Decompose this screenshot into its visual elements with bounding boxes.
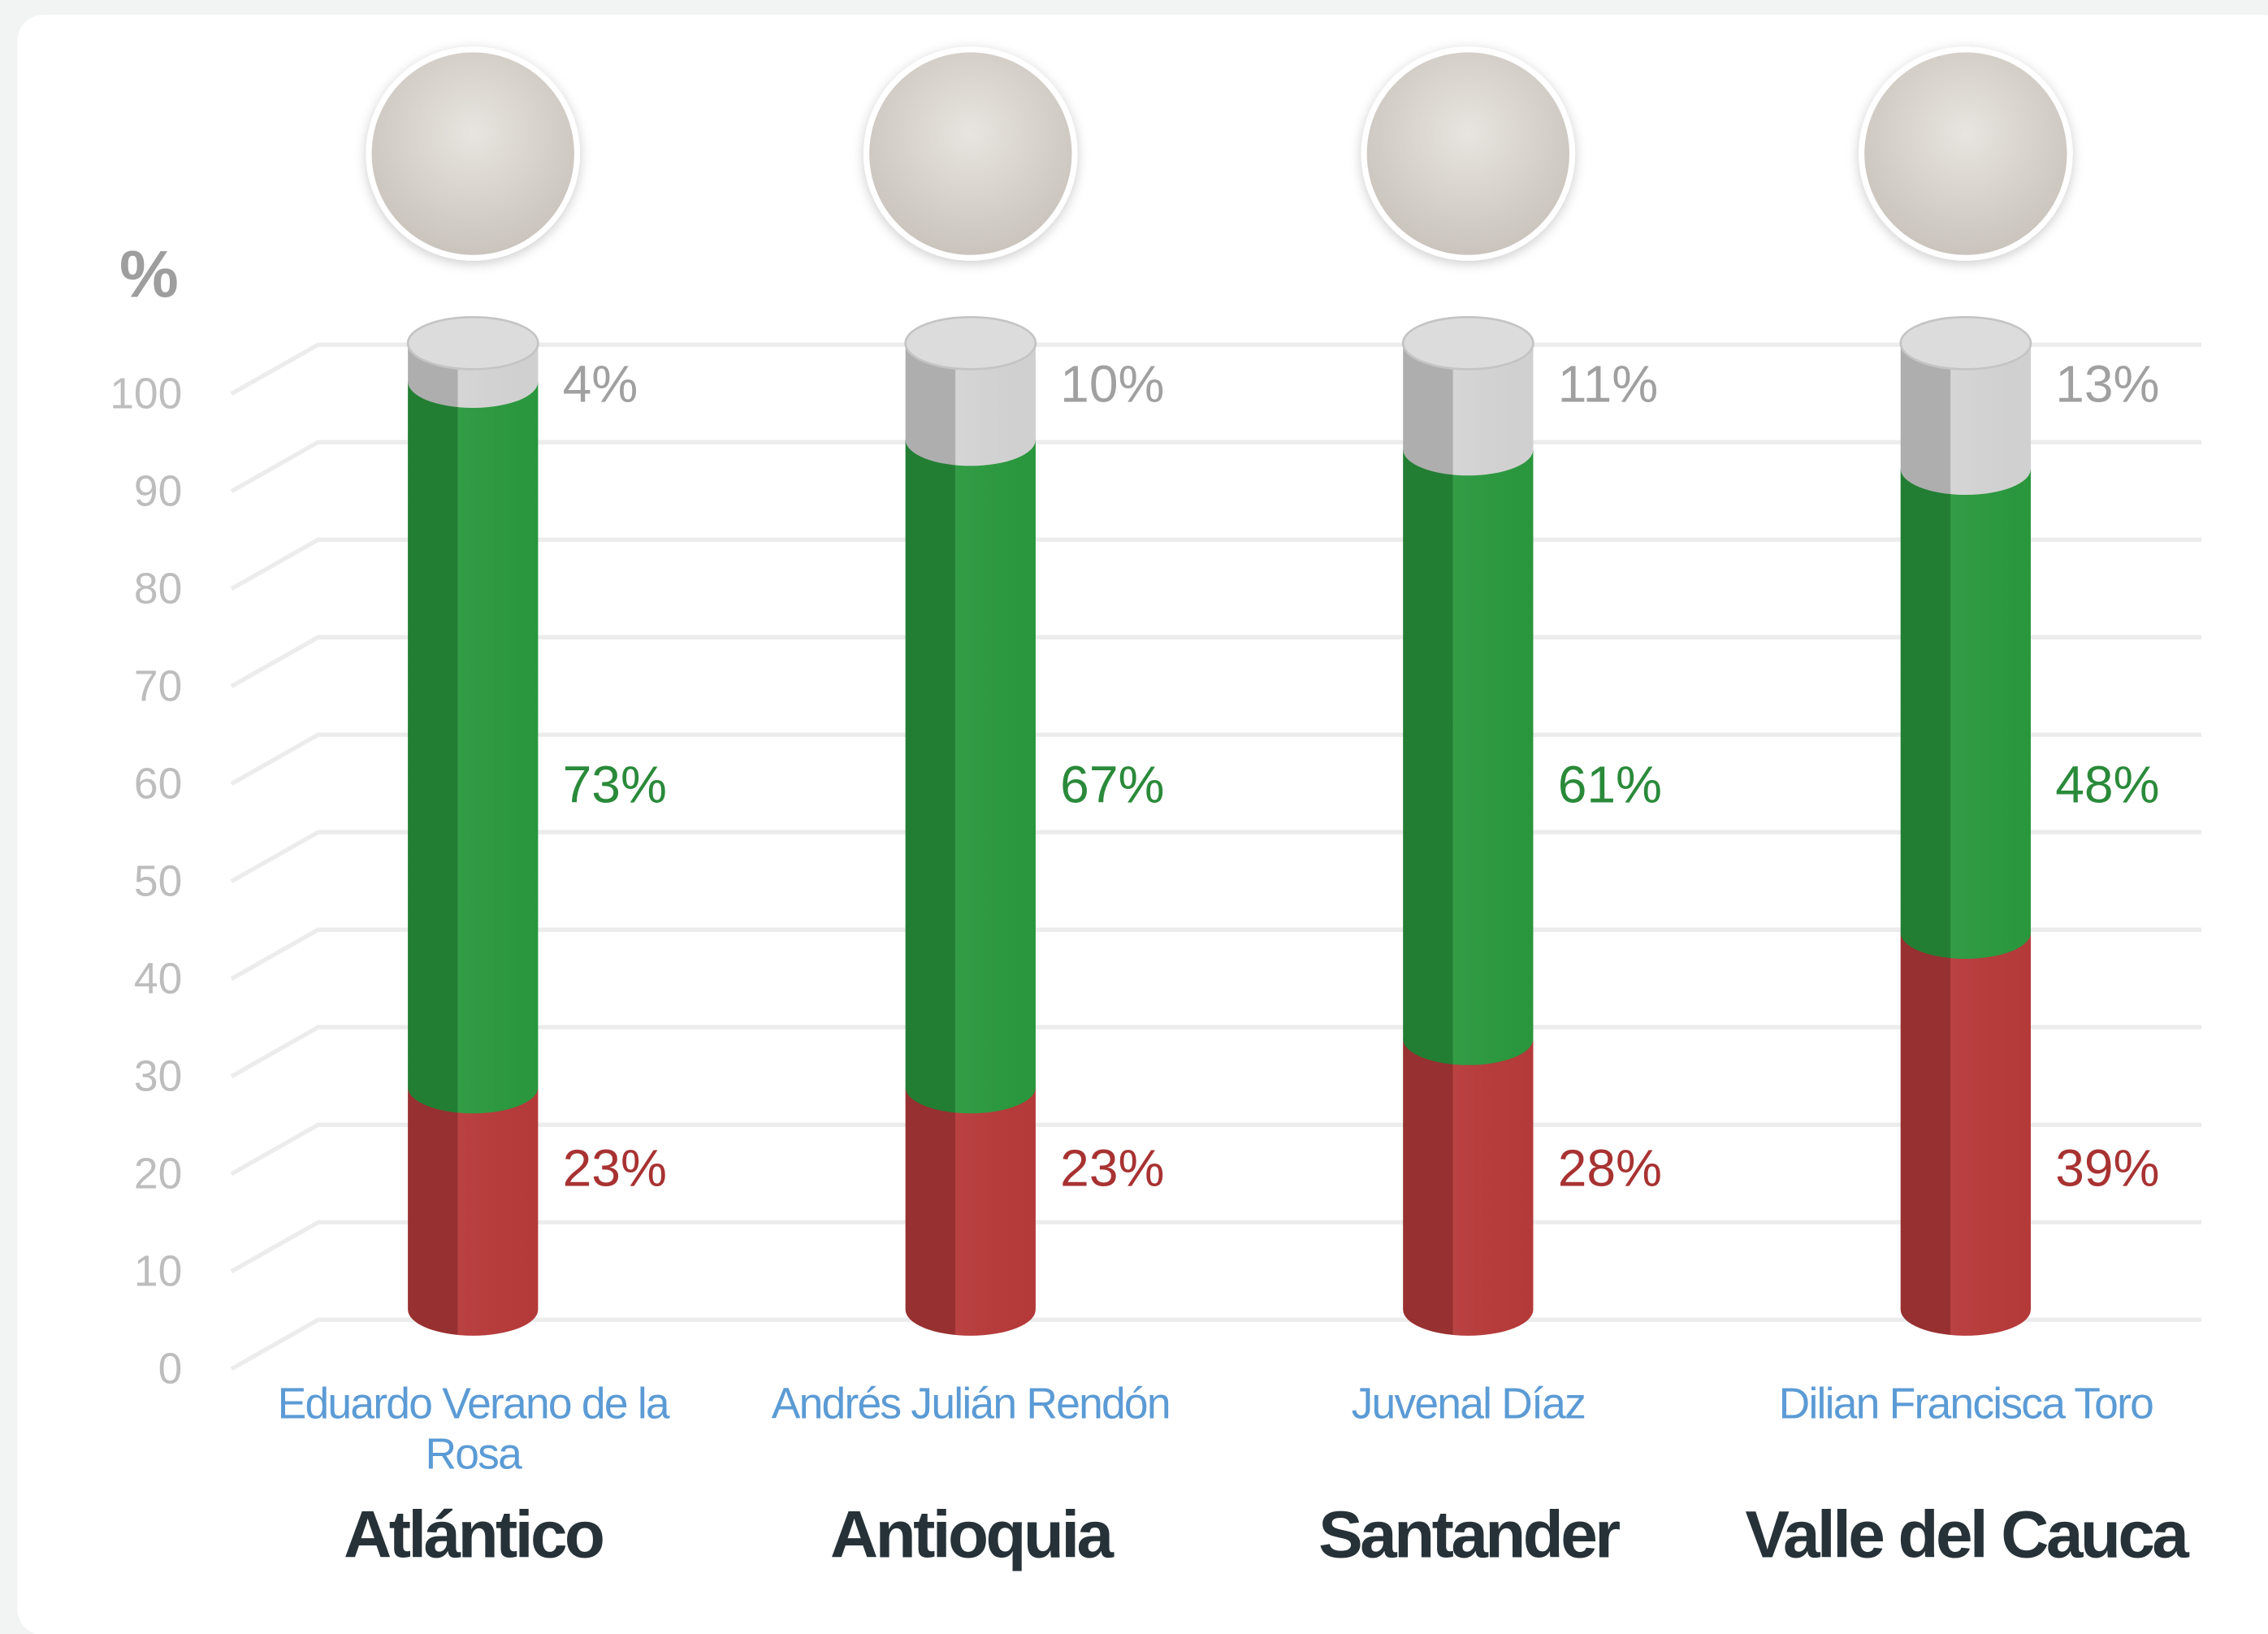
bar-shade	[1403, 343, 1534, 476]
grid-line	[230, 342, 2202, 396]
candidate-name: Eduardo Verano de la Rosa	[277, 1380, 670, 1480]
grid-line	[230, 635, 2202, 689]
candidate-photo	[366, 46, 581, 261]
candidate-box: Juvenal Díaz	[1351, 1380, 1586, 1428]
bar-shade	[408, 381, 539, 1114]
bar-shade	[1403, 449, 1534, 1065]
candidate-box: Dilian Francisca Toro	[1778, 1380, 2154, 1428]
grid-line	[230, 1220, 2202, 1274]
bar-shade	[905, 440, 1036, 1114]
value-label: 10%	[1060, 354, 1164, 413]
value-label: 23%	[563, 1139, 667, 1198]
bar-shade	[1900, 468, 2031, 959]
bar-cap	[406, 315, 539, 371]
value-label: 13%	[2055, 354, 2159, 413]
grid-line	[230, 1122, 2202, 1177]
value-label: 11%	[1558, 354, 1659, 413]
y-tick-label: 70	[134, 662, 182, 710]
candidate-photo	[1361, 46, 1576, 261]
candidate-box: Andrés Julián Rendón	[771, 1380, 1171, 1428]
y-tick-label: 90	[134, 467, 182, 515]
y-axis-label: %	[119, 238, 179, 312]
candidate-box: Eduardo Verano de la Rosa	[277, 1380, 670, 1480]
bar-shade	[905, 1087, 1036, 1336]
value-label: 67%	[1060, 756, 1164, 814]
y-tick-label: 30	[134, 1052, 182, 1100]
value-label: 61%	[1558, 756, 1662, 814]
bar-shade	[408, 1087, 539, 1336]
y-tick-label: 100	[110, 370, 182, 418]
y-tick-label: 50	[134, 857, 182, 905]
value-label: 39%	[2055, 1139, 2159, 1198]
candidate-name: Dilian Francisca Toro	[1778, 1380, 2154, 1428]
y-tick-label: 10	[134, 1247, 182, 1295]
bar-shade	[1900, 343, 2031, 496]
grid-line	[230, 1025, 2202, 1079]
grid-line	[230, 537, 2202, 592]
candidate-photo	[863, 46, 1078, 261]
grid-line	[230, 440, 2202, 494]
bar-shade	[1403, 1038, 1534, 1336]
bar-shade	[905, 343, 1036, 466]
value-label: 73%	[563, 756, 667, 814]
card	[17, 15, 2268, 1634]
x-tick-label: Antioquia	[830, 1498, 1115, 1572]
value-label: 48%	[2055, 756, 2159, 814]
x-tick-label: Santander	[1318, 1498, 1620, 1572]
grid-line	[230, 732, 2202, 787]
y-tick-label: 40	[134, 955, 182, 1003]
value-label: 4%	[563, 354, 638, 413]
bar-cap	[1899, 315, 2032, 371]
candidate-name: Juvenal Díaz	[1351, 1380, 1586, 1428]
candidate-photo	[1859, 46, 2073, 261]
bar-cap	[904, 315, 1037, 371]
candidate-name: Andrés Julián Rendón	[771, 1380, 1171, 1428]
y-tick-label: 20	[134, 1150, 182, 1198]
y-tick-label: 80	[134, 565, 182, 613]
grid-line	[230, 1317, 2202, 1372]
y-tick-label: 60	[134, 760, 182, 808]
grid-line	[230, 927, 2202, 982]
bar-shade	[1900, 932, 2031, 1336]
y-tick-label: 0	[158, 1345, 183, 1393]
bar-cap	[1401, 315, 1534, 371]
value-label: 23%	[1060, 1139, 1164, 1198]
x-tick-label: Atlántico	[344, 1498, 603, 1572]
x-tick-label: Valle del Cauca	[1745, 1498, 2190, 1572]
grid-line	[230, 830, 2202, 884]
value-label: 28%	[1558, 1139, 1662, 1198]
